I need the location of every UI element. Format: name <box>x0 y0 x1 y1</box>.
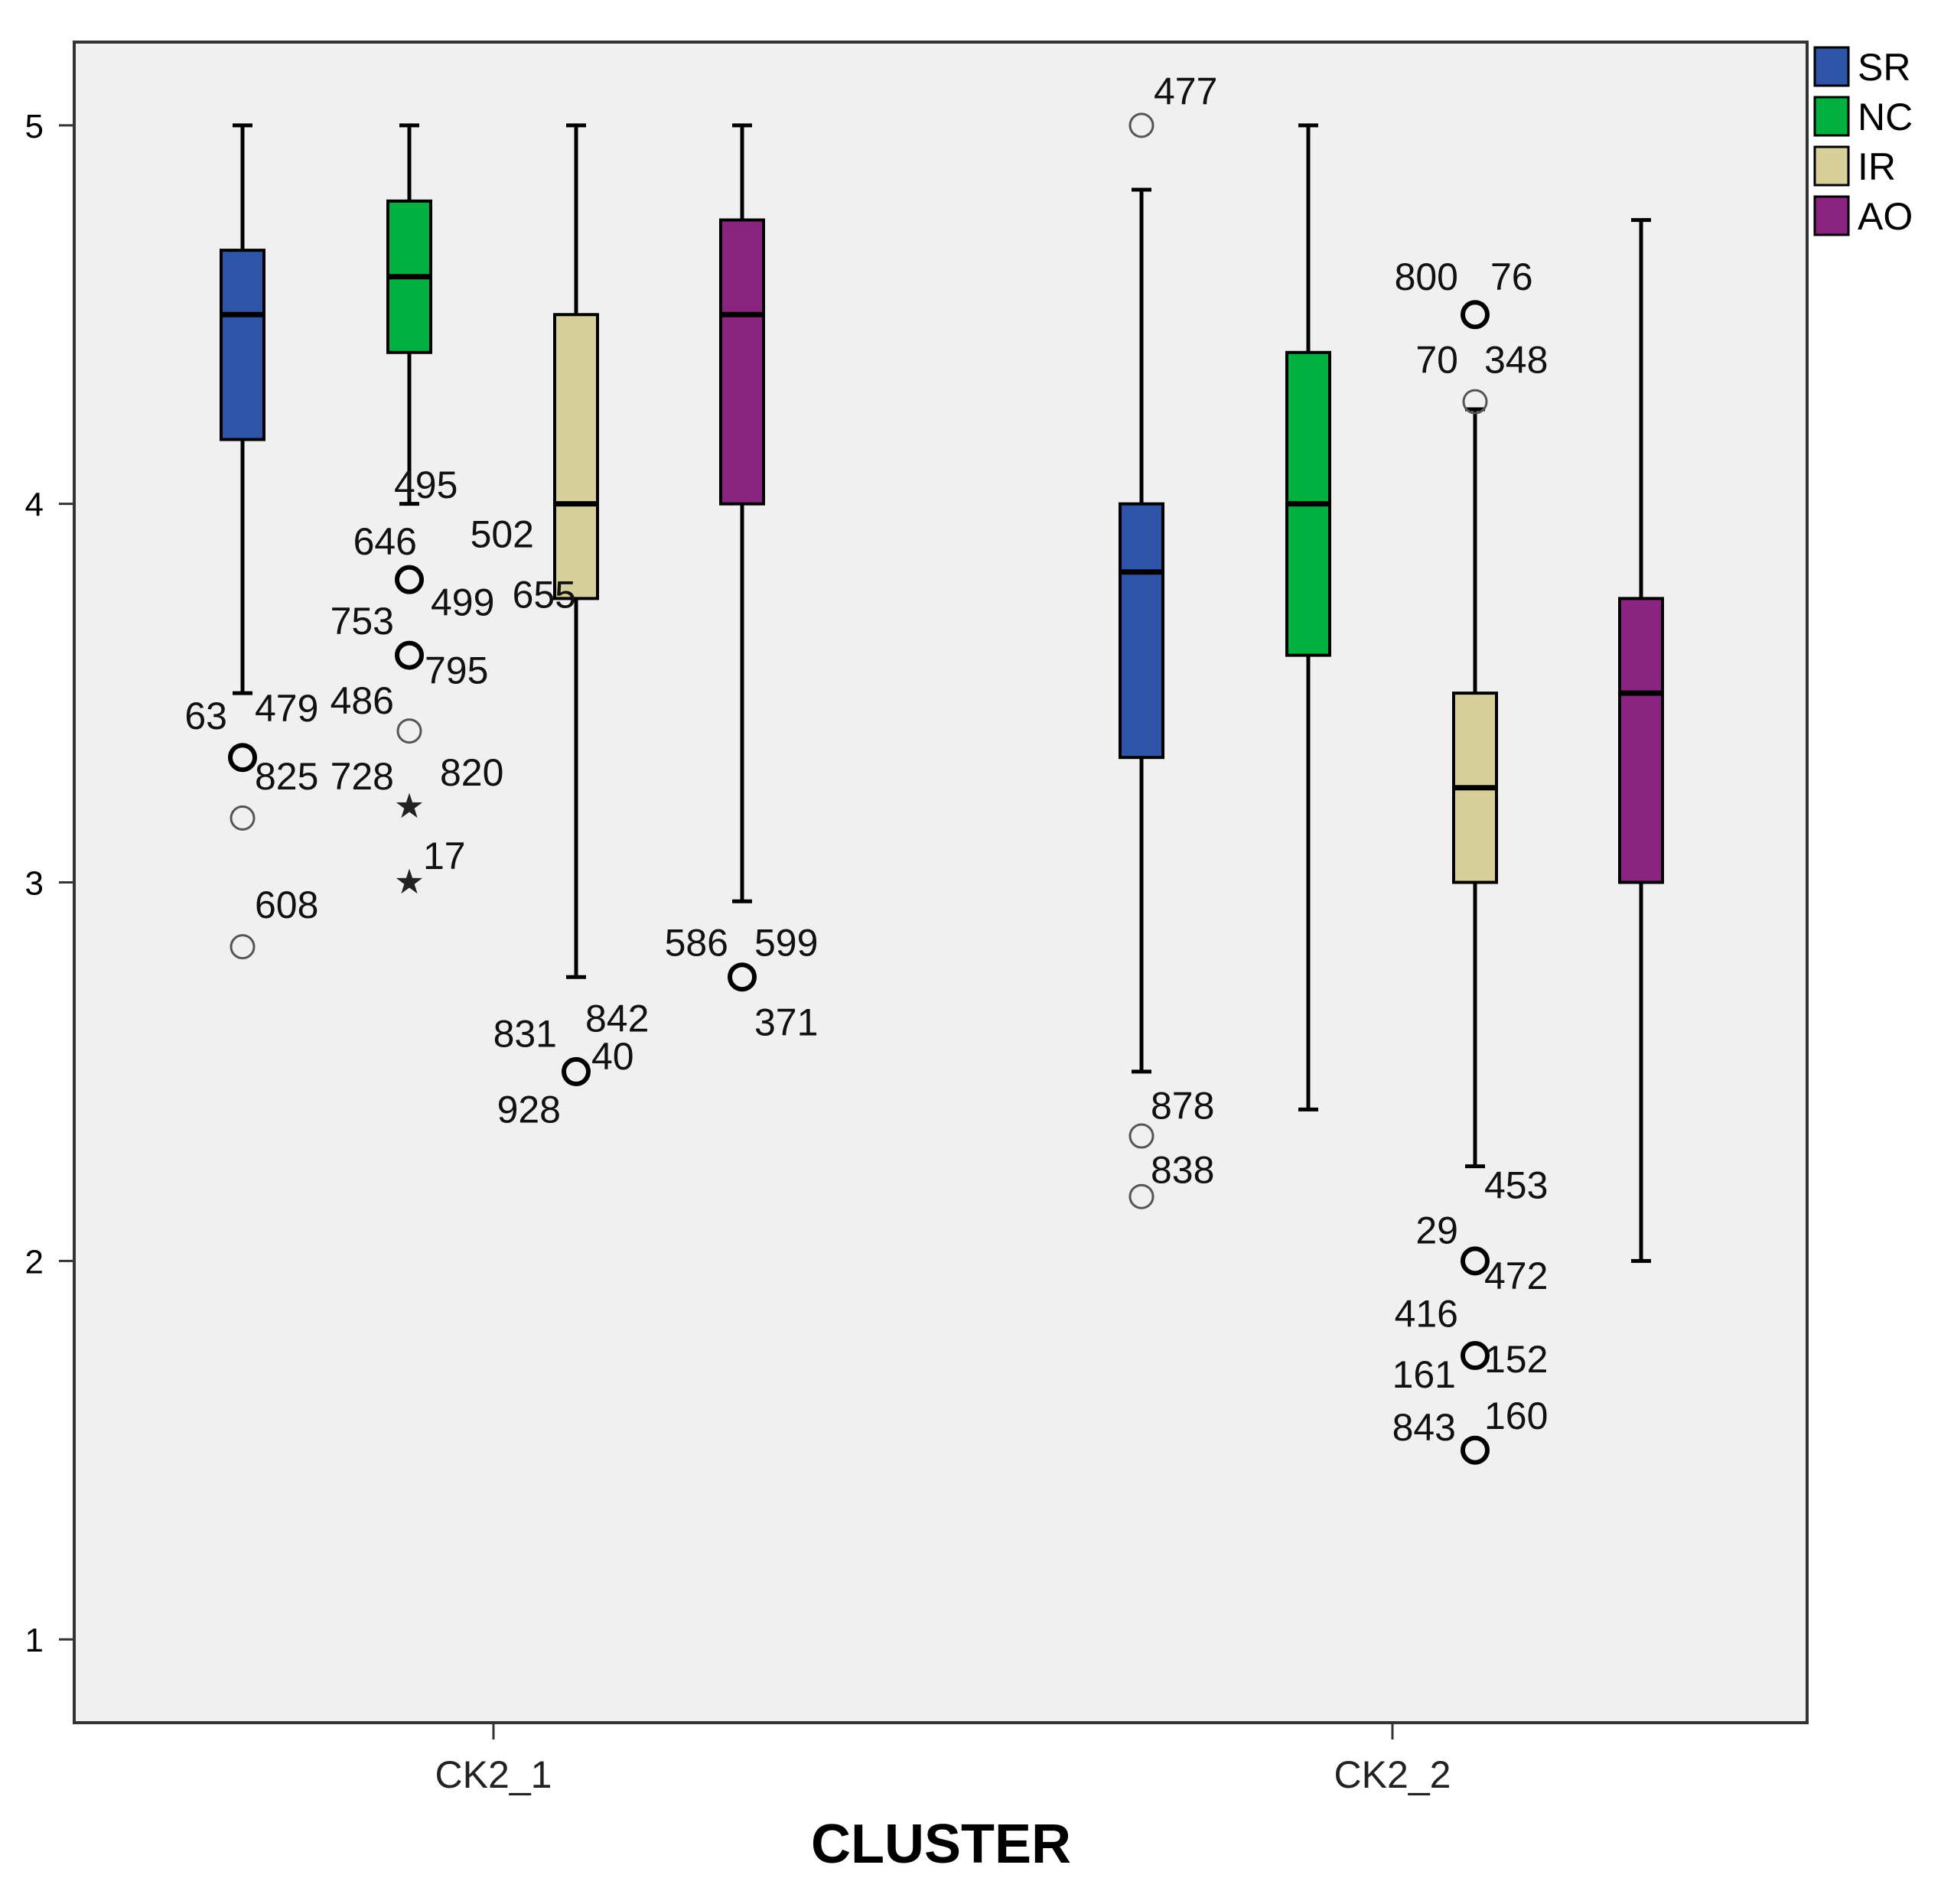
outlier-label: 502 <box>471 513 534 555</box>
box-CK2_2-NC <box>1285 123 1331 1111</box>
outlier-point <box>1128 1123 1154 1149</box>
legend: SR NC IR AO <box>1813 46 1913 238</box>
outlier-star <box>396 793 423 819</box>
outlier-label: 161 <box>1392 1353 1456 1396</box>
outlier-label: 70 <box>1415 339 1458 382</box>
outlier-label: 453 <box>1484 1164 1548 1206</box>
box-CK2_1-IR <box>553 123 599 979</box>
y-tick-label: 2 <box>25 1243 44 1281</box>
y-tick-label: 3 <box>25 865 44 903</box>
outlier-point <box>1461 300 1490 330</box>
legend-label: SR <box>1858 46 1910 89</box>
outlier-label: 753 <box>331 600 394 643</box>
outlier-label: 820 <box>440 751 503 794</box>
outlier-label: 152 <box>1484 1338 1548 1381</box>
legend-swatch <box>1813 145 1850 187</box>
outlier-label: 17 <box>423 835 466 877</box>
outlier-point <box>562 1056 591 1086</box>
legend-swatch <box>1813 195 1850 236</box>
outlier-point <box>230 805 256 831</box>
outlier-label: 472 <box>1484 1255 1548 1297</box>
outlier-label: 416 <box>1395 1293 1458 1336</box>
outlier-label: 838 <box>1151 1149 1214 1192</box>
outlier-label: 29 <box>1415 1209 1458 1252</box>
box-iqr <box>553 313 599 600</box>
boxes <box>220 123 1664 1263</box>
outlier-label: 795 <box>425 649 488 692</box>
outlier-point <box>1462 389 1488 415</box>
legend-label: NC <box>1858 96 1913 138</box>
legend-item-ao: AO <box>1813 195 1913 238</box>
outlier-label: 40 <box>591 1035 634 1078</box>
outlier-point <box>1128 1183 1154 1209</box>
outlier-label: 479 <box>255 687 318 730</box>
x-axis-title: CLUSTER <box>811 1814 1071 1875</box>
outlier-label: 842 <box>585 998 649 1040</box>
outlier-point <box>395 565 424 594</box>
outlier-label: 800 <box>1395 255 1458 298</box>
box-CK2_1-NC <box>386 123 432 506</box>
x-tick-label: CK2_2 <box>1334 1753 1451 1796</box>
outlier-label: 63 <box>184 695 227 737</box>
legend-swatch <box>1813 96 1850 137</box>
outlier-label: 348 <box>1484 339 1548 382</box>
legend-item-sr: SR <box>1813 46 1910 89</box>
outlier-labels: 63 479 825 608 495 646 499 753 795 486 728 820 17 502… <box>184 70 1548 1449</box>
outlier-label: 599 <box>754 922 818 965</box>
legend-swatch <box>1813 46 1850 87</box>
outlier-point <box>230 934 256 960</box>
y-axis: 1 2 3 4 5 <box>25 108 74 1659</box>
outlier-point <box>228 743 257 773</box>
outlier-label: 499 <box>431 581 494 623</box>
outlier-label: 486 <box>331 679 394 722</box>
outlier-label: 831 <box>493 1012 557 1055</box>
outlier-label: 928 <box>497 1088 561 1131</box>
outlier-label: 646 <box>353 520 417 563</box>
outliers <box>228 112 1490 1465</box>
legend-item-nc: NC <box>1813 96 1913 138</box>
outlier-point <box>728 962 757 992</box>
x-tick-label: CK2_1 <box>435 1753 552 1796</box>
outlier-point <box>396 718 422 744</box>
outlier-label: 495 <box>394 464 458 506</box>
legend-label: AO <box>1858 195 1913 238</box>
outlier-point <box>1461 1435 1490 1465</box>
outlier-label: 477 <box>1154 70 1217 112</box>
outlier-point <box>1128 112 1154 138</box>
outlier-label: 160 <box>1484 1395 1548 1437</box>
x-axis: CK2_1 CK2_2 <box>435 1723 1451 1796</box>
outlier-label: 825 <box>255 755 318 798</box>
outlier-label: 76 <box>1490 255 1533 298</box>
outlier-label: 586 <box>665 922 728 965</box>
outlier-label: 728 <box>331 755 394 798</box>
y-tick-label: 1 <box>25 1622 44 1659</box>
box-CK2_1-SR <box>220 123 265 695</box>
y-tick-label: 4 <box>25 487 44 524</box>
legend-item-ir: IR <box>1813 145 1896 188</box>
outlier-point <box>1461 1341 1490 1371</box>
plot-area <box>73 41 1809 1724</box>
outlier-label: 655 <box>513 573 576 616</box>
box-iqr <box>220 249 265 441</box>
box-CK2_2-SR <box>1119 187 1164 1074</box>
outlier-point <box>1461 1246 1490 1276</box>
box-iqr <box>1119 502 1164 760</box>
box-iqr <box>719 218 765 506</box>
outlier-label: 371 <box>754 1001 818 1044</box>
outlier-star <box>396 868 423 894</box>
outlier-label: 608 <box>255 884 318 926</box>
box-CK2_1-AO <box>719 123 765 903</box>
box-CK2_2-IR <box>1452 407 1498 1169</box>
outlier-point <box>395 640 424 670</box>
outlier-label: 878 <box>1151 1084 1214 1127</box>
y-tick-label: 5 <box>25 108 44 145</box>
outlier-label: 843 <box>1392 1406 1456 1449</box>
legend-label: IR <box>1858 145 1896 188</box>
box-CK2_2-AO <box>1618 218 1664 1263</box>
box-iqr <box>1618 597 1664 884</box>
